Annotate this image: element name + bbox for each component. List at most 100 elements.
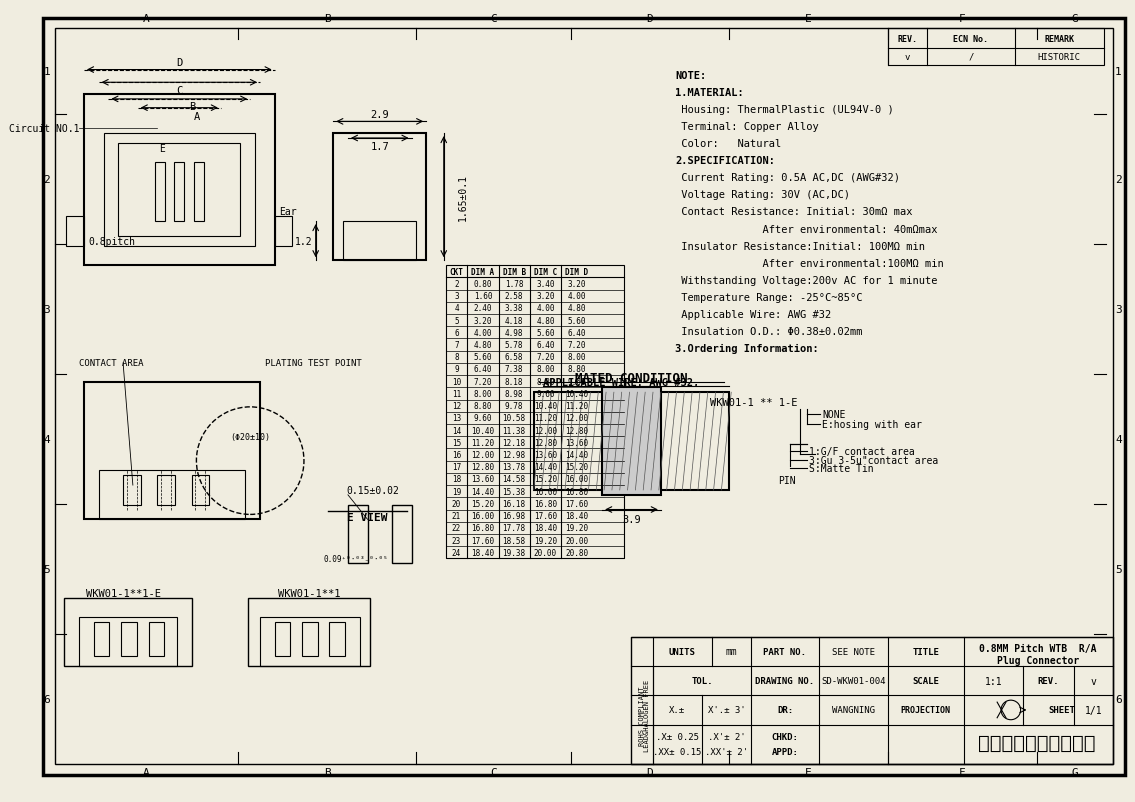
Text: 0.15±0.02: 0.15±0.02 (346, 485, 398, 496)
Text: 3: 3 (454, 292, 459, 301)
Bar (631, 637, 1113, 764)
Text: D: D (176, 58, 183, 67)
Text: LEAD&HALOGEN FREE: LEAD&HALOGEN FREE (645, 678, 650, 751)
Text: DIM D: DIM D (565, 267, 588, 277)
Bar (99, 471, 245, 520)
Text: 0.80: 0.80 (473, 280, 493, 289)
Text: Insulator Resistance:Initial: 100MΩ min: Insulator Resistance:Initial: 100MΩ min (675, 241, 925, 251)
Text: 4: 4 (1115, 434, 1121, 444)
Text: F: F (959, 14, 966, 24)
Text: 9.78: 9.78 (505, 402, 523, 411)
Bar (84, 383, 260, 520)
Text: 20.80: 20.80 (565, 548, 588, 557)
Text: TITLE: TITLE (913, 647, 939, 656)
Text: Applicable Wire: AWG #32: Applicable Wire: AWG #32 (675, 310, 832, 320)
Text: 9.60: 9.60 (568, 377, 586, 387)
Bar (121, 622, 137, 656)
Text: 14.40: 14.40 (533, 463, 557, 472)
Text: 2.9: 2.9 (370, 109, 389, 119)
Text: SD-WKW01-004: SD-WKW01-004 (822, 676, 885, 685)
Text: 18.40: 18.40 (471, 548, 495, 557)
Text: Insulation O.D.: Φ0.38±0.02mm: Insulation O.D.: Φ0.38±0.02mm (675, 326, 863, 337)
Text: 16.98: 16.98 (503, 512, 526, 520)
Text: G: G (1071, 767, 1078, 776)
Text: 0.09⁺⁰·⁰³₋⁰·⁰⁵: 0.09⁺⁰·⁰³₋⁰·⁰⁵ (323, 554, 388, 563)
Text: 10.40: 10.40 (533, 402, 557, 411)
Text: ROHS COMPLIANT: ROHS COMPLIANT (639, 685, 645, 744)
Bar (302, 622, 318, 656)
Text: /: / (968, 53, 974, 62)
Text: NONE: NONE (822, 409, 846, 419)
Text: NOTE:: NOTE: (675, 71, 707, 80)
Text: 8.00: 8.00 (568, 353, 586, 362)
Text: 5.60: 5.60 (568, 316, 586, 325)
Text: 19: 19 (452, 487, 461, 496)
Text: 4: 4 (454, 304, 459, 313)
Text: Withstanding Voltage:200v AC for 1 minute: Withstanding Voltage:200v AC for 1 minut… (675, 276, 938, 286)
Text: 4.18: 4.18 (505, 316, 523, 325)
Text: 9.60: 9.60 (473, 414, 493, 423)
Text: 12.00: 12.00 (471, 451, 495, 460)
Text: v: v (1091, 676, 1096, 686)
Text: 7.20: 7.20 (473, 377, 493, 387)
Bar (192, 476, 209, 505)
Text: 12.80: 12.80 (471, 463, 495, 472)
Text: D: D (647, 14, 654, 24)
Text: 9.60: 9.60 (536, 390, 555, 399)
Text: 5.60: 5.60 (536, 328, 555, 338)
Text: 22: 22 (452, 524, 461, 533)
Text: 16.00: 16.00 (565, 475, 588, 484)
Text: 16.00: 16.00 (533, 487, 557, 496)
Text: A: A (194, 111, 200, 121)
Text: 3.20: 3.20 (568, 280, 586, 289)
Text: 3:Gu 3-5u"contact area: 3:Gu 3-5u"contact area (809, 455, 939, 465)
Bar (123, 476, 141, 505)
Text: PIN: PIN (779, 476, 796, 485)
Text: .X± 0.25: .X± 0.25 (656, 732, 699, 741)
Text: 3.38: 3.38 (505, 304, 523, 313)
Text: ECN No.: ECN No. (953, 35, 989, 44)
Text: 7.20: 7.20 (536, 353, 555, 362)
Text: After environmental: 40mΩmax: After environmental: 40mΩmax (675, 225, 938, 234)
Text: 13.78: 13.78 (503, 463, 526, 472)
Text: SHEET: SHEET (1049, 706, 1075, 715)
Text: 18.40: 18.40 (565, 512, 588, 520)
Text: 20.00: 20.00 (565, 536, 588, 545)
Text: WKW01-1 ** 1-E: WKW01-1 ** 1-E (709, 398, 797, 407)
Bar (603, 388, 661, 495)
Text: 13.60: 13.60 (533, 451, 557, 460)
Text: SCALE: SCALE (913, 676, 939, 685)
Text: E: E (805, 14, 812, 24)
Text: 5: 5 (1115, 564, 1121, 574)
Text: 15.38: 15.38 (503, 487, 526, 496)
Bar (348, 505, 368, 564)
Text: B: B (325, 14, 330, 24)
Text: 15: 15 (452, 438, 461, 448)
Text: SEE NOTE: SEE NOTE (832, 647, 875, 656)
Text: E: E (805, 767, 812, 776)
Text: C: C (490, 14, 497, 24)
Text: 5: 5 (454, 316, 459, 325)
Text: 1.60: 1.60 (473, 292, 493, 301)
Text: 11: 11 (452, 390, 461, 399)
Text: MATED CONDITION: MATED CONDITION (575, 371, 688, 384)
Text: 20.00: 20.00 (533, 548, 557, 557)
Bar (343, 222, 417, 261)
Text: 23: 23 (452, 536, 461, 545)
Text: 11.20: 11.20 (565, 402, 588, 411)
Bar (79, 618, 177, 666)
Text: REV.: REV. (897, 35, 917, 44)
Text: 1: 1 (1115, 67, 1121, 76)
Text: 5.78: 5.78 (505, 341, 523, 350)
Text: 19.38: 19.38 (503, 548, 526, 557)
Text: 11.20: 11.20 (471, 438, 495, 448)
Text: Temperature Range: -25°C~85°C: Temperature Range: -25°C~85°C (675, 293, 863, 302)
Text: Voltage Rating: 30V (AC,DC): Voltage Rating: 30V (AC,DC) (675, 190, 850, 200)
Text: 4.80: 4.80 (568, 304, 586, 313)
Text: Contact Resistance: Initial: 30mΩ max: Contact Resistance: Initial: 30mΩ max (675, 207, 913, 217)
Text: 8.00: 8.00 (473, 390, 493, 399)
Text: 6.40: 6.40 (473, 365, 493, 374)
Text: DR:: DR: (777, 706, 793, 715)
Text: 5.60: 5.60 (473, 353, 493, 362)
Text: 3.40: 3.40 (536, 280, 555, 289)
